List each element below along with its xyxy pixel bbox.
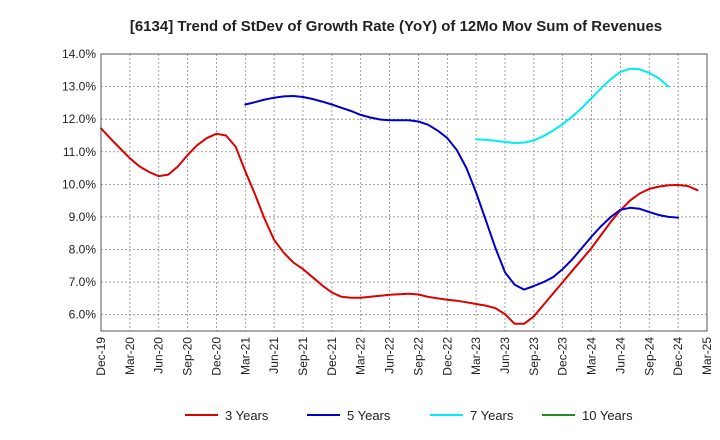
y-tick-label: 13.0% xyxy=(62,80,96,94)
y-tick-label: 9.0% xyxy=(69,210,97,224)
legend-label: 5 Years xyxy=(347,408,391,423)
legend-label: 10 Years xyxy=(582,408,633,423)
x-tick-label: Jun-21 xyxy=(267,337,281,374)
x-tick-label: Jun-20 xyxy=(152,337,166,374)
y-tick-label: 6.0% xyxy=(69,308,97,322)
y-axis-ticks: 6.0% 7.0% 8.0% 9.0% 10.0% 11.0% 12.0% 13.0% 14.0… xyxy=(62,47,96,322)
x-tick-label: Sep-22 xyxy=(411,337,425,376)
x-axis-ticks: Dec-19 Mar-20 Jun-20 Sep-20 Dec-20 Mar-21 Jun-… xyxy=(94,337,714,376)
x-tick-label: Jun-24 xyxy=(613,337,627,374)
x-tick-label: Dec-22 xyxy=(440,337,454,376)
x-tick-label: Sep-20 xyxy=(181,337,195,376)
x-tick-label: Dec-23 xyxy=(556,337,570,376)
x-tick-label: Jun-23 xyxy=(498,337,512,374)
plot-frame xyxy=(100,53,708,332)
x-tick-label: Dec-20 xyxy=(209,337,223,376)
y-tick-label: 10.0% xyxy=(62,177,96,191)
y-tick-label: 12.0% xyxy=(62,112,96,126)
x-tick-label: Mar-24 xyxy=(585,337,599,375)
y-tick-label: 14.0% xyxy=(62,47,96,61)
series-lines xyxy=(100,67,699,325)
x-tick-label: Mar-21 xyxy=(238,337,252,375)
x-tick-label: Mar-23 xyxy=(469,337,483,375)
x-tick-label: Mar-22 xyxy=(354,337,368,375)
x-tick-label: Dec-24 xyxy=(671,337,685,376)
x-tick-label: Jun-22 xyxy=(383,337,397,374)
series-line-5-years xyxy=(244,95,680,291)
chart-title: [6134] Trend of StDev of Growth Rate (Yo… xyxy=(130,18,662,35)
y-tick-label: 8.0% xyxy=(69,243,97,257)
grid xyxy=(101,53,707,331)
x-tick-label: Sep-21 xyxy=(296,337,310,376)
x-tick-label: Sep-24 xyxy=(642,337,656,376)
x-tick-label: Sep-23 xyxy=(527,337,541,376)
x-tick-label: Mar-25 xyxy=(700,337,714,375)
x-tick-label: Dec-21 xyxy=(325,337,339,376)
legend: 3 Years 5 Years 7 Years 10 Years xyxy=(185,408,633,423)
y-tick-label: 11.0% xyxy=(63,145,96,159)
series-line-7-years xyxy=(475,67,670,144)
legend-label: 7 Years xyxy=(470,408,514,423)
series-line-3-years xyxy=(100,127,699,325)
y-tick-label: 7.0% xyxy=(69,275,97,289)
x-tick-label: Mar-20 xyxy=(123,337,137,375)
legend-label: 3 Years xyxy=(225,408,269,423)
x-tick-label: Dec-19 xyxy=(94,337,108,376)
